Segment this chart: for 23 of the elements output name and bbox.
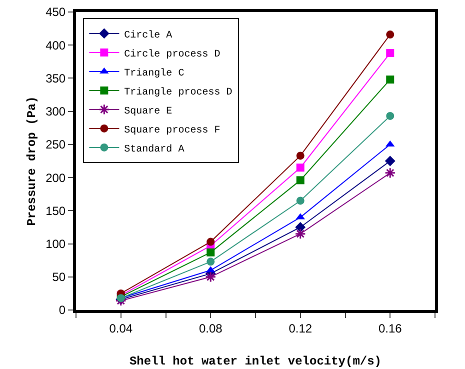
y-tick-label: 350 bbox=[46, 71, 66, 86]
y-tick-label: 450 bbox=[46, 5, 66, 20]
legend-label: Triangle C bbox=[124, 67, 184, 80]
legend-label: Circle process D bbox=[124, 48, 220, 60]
x-tick-label: 0.08 bbox=[198, 321, 223, 336]
legend-label: Standard A bbox=[124, 143, 184, 156]
x-tick-label: 0.16 bbox=[378, 321, 402, 336]
x-tick-label: 0.12 bbox=[288, 321, 312, 336]
y-tick-label: 150 bbox=[46, 204, 66, 218]
legend-label: Square process F bbox=[124, 125, 220, 136]
x-tick-label: 0.04 bbox=[109, 321, 133, 336]
x-axis-title: Shell hot water inlet velocity(m/s) bbox=[129, 354, 382, 368]
y-tick-label: 100 bbox=[46, 236, 66, 251]
y-axis-title: Pressure drop (Pa) bbox=[24, 96, 39, 226]
legend-label: Circle A bbox=[124, 29, 172, 42]
y-tick-label: 0 bbox=[58, 303, 66, 318]
y-tick-label: 400 bbox=[46, 38, 66, 52]
y-tick-label: 50 bbox=[52, 270, 66, 284]
legend-label: Square E bbox=[124, 106, 172, 118]
legend-label: Triangle process D bbox=[124, 86, 232, 98]
y-tick-label: 250 bbox=[46, 138, 66, 152]
y-tick-label: 200 bbox=[46, 170, 66, 185]
y-tick-label: 300 bbox=[46, 104, 66, 119]
